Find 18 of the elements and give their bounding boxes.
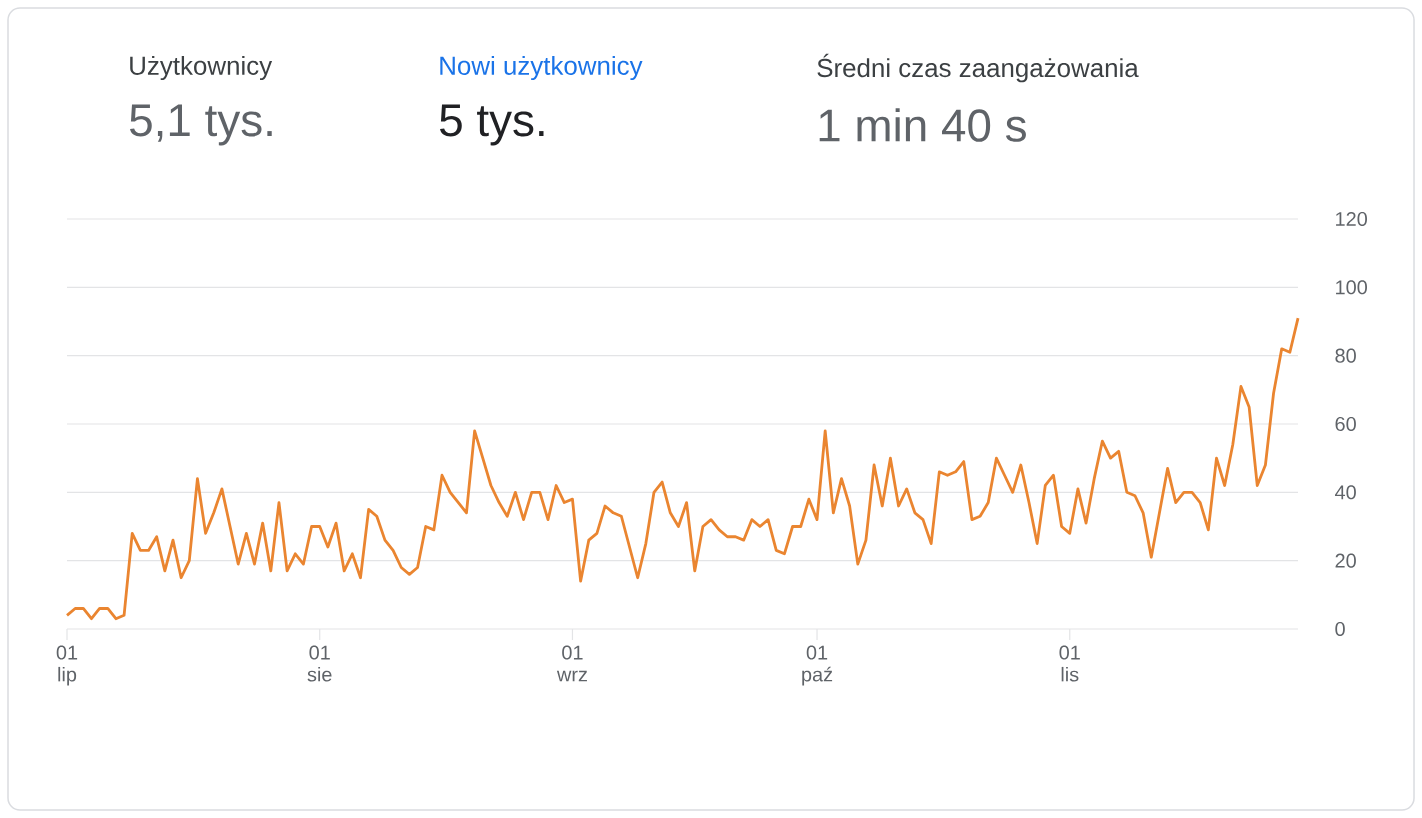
- x-tick-label: 01 sie: [307, 645, 332, 682]
- text: 5 tys.: [440, 104, 544, 146]
- y-tick-label: 0: [1335, 621, 1345, 637]
- y-tick-label: 120: [1336, 211, 1367, 227]
- y-tick-label: 20: [1335, 553, 1356, 568]
- text: 5,1 tys.: [130, 104, 272, 146]
- x-tick-label: 01 lip: [56, 645, 78, 686]
- y-tick-label: 60: [1335, 416, 1356, 432]
- x-tick-label: 01 paź: [802, 645, 833, 686]
- x-tick-label: 01 wrz: [556, 645, 587, 682]
- x-tick-label: 01 lis: [1059, 645, 1080, 682]
- y-tick-label: 40: [1335, 485, 1356, 500]
- y-tick-label: 80: [1335, 348, 1356, 363]
- y-tick-label: 100: [1336, 280, 1367, 295]
- text: 1 min 40 s: [819, 108, 1026, 142]
- text: Użytkownicy: [130, 55, 273, 81]
- text: Średni czas zaangażowania: [817, 53, 1139, 83]
- text: Nowi użytkownicy: [440, 55, 643, 81]
